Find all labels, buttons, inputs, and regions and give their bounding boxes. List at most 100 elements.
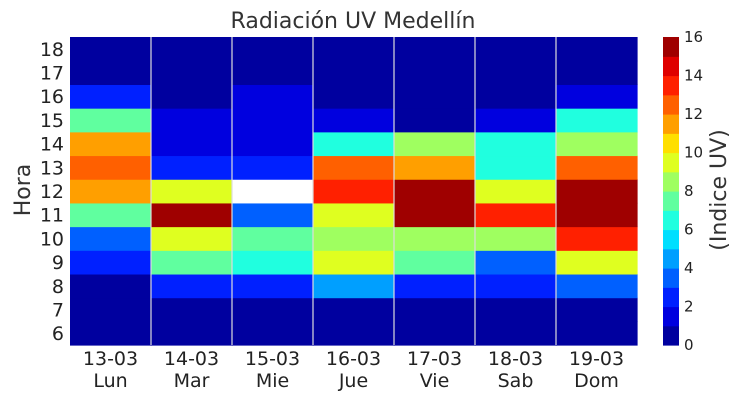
x-tick-day: Jue (338, 370, 368, 392)
x-tick-day: Vie (420, 370, 450, 392)
x-tick-day: Sab (498, 370, 534, 392)
heatmap-cell (475, 202, 557, 228)
colorbar-tick-label: 4 (684, 259, 694, 277)
heatmap-cell (394, 273, 476, 299)
heatmap-cell (313, 84, 395, 109)
heatmap-cell (556, 202, 638, 228)
heatmap-cell (151, 321, 233, 346)
heatmap-cell (151, 179, 233, 204)
heatmap-cell (70, 202, 152, 228)
colorbar-segment (663, 152, 679, 173)
heatmap-cell (232, 84, 314, 109)
heatmap-cell (151, 131, 233, 157)
heatmap-cell (556, 226, 638, 251)
colorbar-segment (663, 306, 679, 327)
heatmap-cell (70, 321, 152, 346)
y-tick-label: 17 (40, 63, 64, 85)
y-tick-label: 16 (40, 86, 64, 108)
heatmap-cell (556, 131, 638, 157)
x-tick-date: 19-03 (569, 348, 624, 370)
heatmap-cell (232, 321, 314, 346)
heatmap-cell (151, 202, 233, 228)
heatmap-cell (232, 60, 314, 85)
heatmap-cell (151, 297, 233, 322)
colorbar-segment (663, 325, 679, 346)
colorbar-segment (663, 287, 679, 308)
colorbar-segment (663, 171, 679, 192)
colorbar-segment (663, 191, 679, 211)
heatmap-cell (232, 155, 314, 180)
heatmap-cell (394, 202, 476, 228)
heatmap-cell (70, 297, 152, 322)
heatmap-cell (394, 297, 476, 322)
heatmap-cell (556, 155, 638, 180)
heatmap-cell (151, 226, 233, 251)
heatmap-cell (313, 37, 395, 62)
heatmap-cell (475, 108, 557, 133)
heatmap-cell (70, 273, 152, 299)
heatmap-cell (556, 297, 638, 322)
heatmap-cell (151, 84, 233, 109)
colorbar-segment (663, 56, 679, 77)
colorbar (663, 37, 679, 346)
heatmap-cell (394, 131, 476, 157)
heatmap-cell (556, 250, 638, 275)
colorbar-segment (663, 248, 679, 269)
colorbar-tick-label: 12 (684, 105, 703, 123)
heatmap-cell (313, 273, 395, 299)
y-tick-label: 18 (40, 39, 64, 61)
heatmap-cell (556, 60, 638, 85)
colorbar-tick-label: 14 (684, 67, 703, 85)
y-tick-label: 15 (40, 110, 64, 132)
y-tick-label: 6 (52, 323, 64, 345)
y-tick-label: 13 (40, 157, 64, 179)
heatmap-cell (313, 202, 395, 228)
x-tick-day: Mar (174, 370, 210, 392)
heatmap-cell (70, 108, 152, 133)
chart-title: Radiación UV Medellín (231, 9, 476, 34)
heatmap-cell (394, 37, 476, 62)
heatmap-cell (475, 250, 557, 275)
heatmap-cells (70, 37, 638, 346)
colorbar-segment (663, 94, 679, 115)
colorbar-tick-label: 8 (684, 182, 694, 200)
column-separators (150, 37, 557, 345)
heatmap-cell (70, 226, 152, 251)
heatmap-cell (475, 226, 557, 251)
colorbar-segment (663, 210, 679, 231)
y-tick-label: 12 (40, 181, 64, 203)
heatmap-cell (151, 155, 233, 180)
heatmap-cell (394, 108, 476, 133)
colorbar-segment (663, 268, 679, 288)
colorbar-tick-label: 16 (684, 28, 703, 46)
heatmap-cell (232, 273, 314, 299)
heatmap-cell (151, 250, 233, 275)
heatmap-cell (475, 321, 557, 346)
x-tick-date: 13-03 (83, 348, 138, 370)
heatmap-cell (475, 131, 557, 157)
y-tick-label: 14 (40, 134, 64, 156)
colorbar-label: (Indice UV) (707, 129, 732, 250)
heatmap-cell (556, 108, 638, 133)
heatmap-cell (70, 250, 152, 275)
x-tick-day: Mie (256, 370, 289, 392)
x-tick-date: 17-03 (407, 348, 462, 370)
heatmap-cell (151, 273, 233, 299)
heatmap-cell (394, 179, 476, 204)
heatmap-cell (475, 179, 557, 204)
y-tick-label: 8 (52, 276, 64, 298)
heatmap-cell (313, 131, 395, 157)
heatmap-cell (232, 202, 314, 228)
y-tick-label: 11 (40, 205, 64, 227)
heatmap-cell (232, 297, 314, 322)
heatmap-cell (151, 108, 233, 133)
heatmap-cell (151, 60, 233, 85)
heatmap-cell (394, 250, 476, 275)
heatmap-cell (232, 250, 314, 275)
heatmap-cell (313, 179, 395, 204)
heatmap-cell (475, 155, 557, 180)
colorbar-segment (663, 37, 679, 57)
heatmap-cell (232, 37, 314, 62)
heatmap-cell (232, 131, 314, 157)
